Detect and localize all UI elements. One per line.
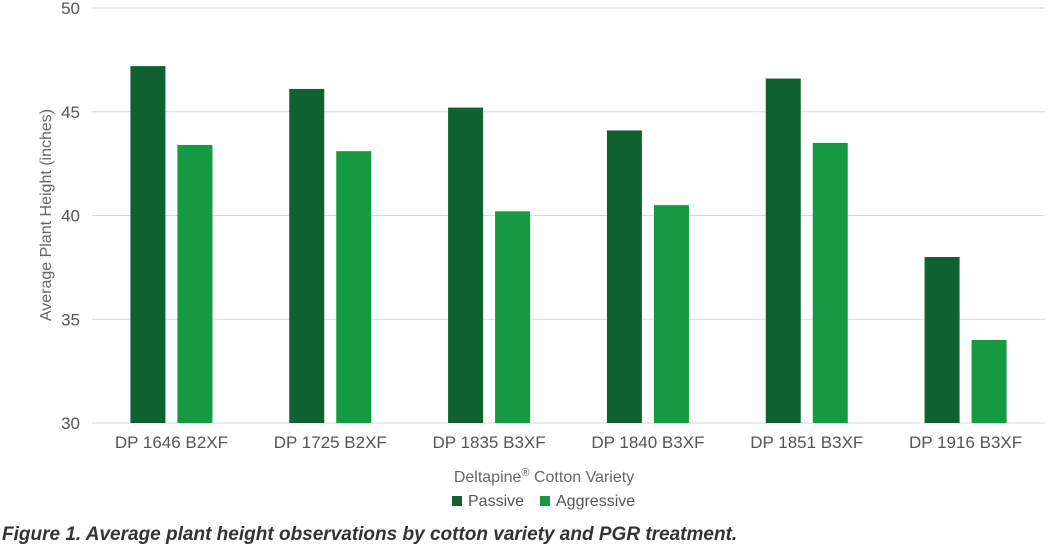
x-tick-label: DP 1725 B2XF: [274, 433, 387, 452]
y-tick-label: 35: [61, 310, 80, 329]
x-axis-title: Deltapine® Cotton Variety: [454, 467, 634, 486]
x-tick-label: DP 1646 B2XF: [115, 433, 228, 452]
x-tick-label: DP 1851 B3XF: [750, 433, 863, 452]
bar-aggressive: [336, 151, 372, 424]
bar-passive: [289, 88, 325, 424]
gridlines: [92, 7, 1045, 424]
bar-aggressive: [971, 340, 1007, 423]
x-tick-label: DP 1916 B3XF: [909, 433, 1022, 452]
bars: [130, 66, 1007, 424]
bar-passive: [130, 66, 166, 423]
legend-label: Aggressive: [556, 493, 635, 510]
y-tick-label: 50: [61, 0, 80, 18]
bar-aggressive: [812, 142, 848, 423]
legend-label: Passive: [468, 493, 524, 510]
bar-passive: [924, 257, 960, 423]
bar-passive: [448, 107, 484, 423]
x-tick-label: DP 1835 B3XF: [433, 433, 546, 452]
y-tick-label: 40: [61, 207, 80, 226]
y-axis-ticks: 30 35 40 45 50: [61, 0, 80, 433]
bar-passive: [765, 78, 801, 424]
y-tick-label: 30: [61, 414, 80, 433]
legend-swatch-aggressive: [540, 496, 550, 506]
bar-passive: [606, 130, 642, 424]
figure-caption: Figure 1. Average plant height observati…: [2, 524, 738, 545]
bar-aggressive: [653, 205, 689, 423]
y-tick-label: 45: [61, 103, 80, 122]
x-tick-label: DP 1840 B3XF: [591, 433, 704, 452]
bar-aggressive: [177, 144, 213, 423]
y-axis-title: Average Plant Height (inches): [38, 109, 55, 321]
x-axis-ticks: DP 1646 B2XF DP 1725 B2XF DP 1835 B3XF DP 1…: [115, 433, 1022, 452]
bar-chart: 30 35 40 45 50 DP 1646 B2XF DP 1725 B2XF DP 18…: [38, 0, 1045, 510]
legend-swatch-passive: [452, 496, 462, 506]
bar-aggressive: [495, 211, 531, 423]
legend: Passive Aggressive: [452, 493, 635, 510]
